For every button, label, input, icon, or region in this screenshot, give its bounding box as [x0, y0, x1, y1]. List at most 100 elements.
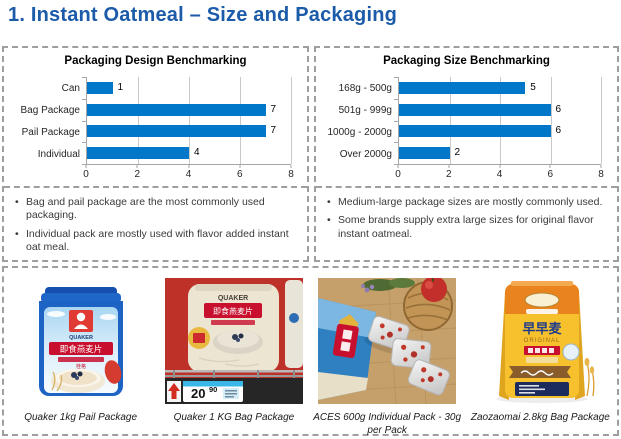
bar — [399, 103, 551, 116]
y-axis-tick — [394, 77, 398, 78]
y-axis-label: 168g - 500g — [338, 82, 392, 94]
chart-body: 168g - 500g 501g - 999g 1000g - 2000g Over … — [318, 77, 604, 181]
gridline — [240, 77, 241, 164]
x-axis-tick — [188, 165, 189, 168]
x-axis-tick — [549, 165, 551, 168]
note-item: Medium-large package sizes are mostly co… — [324, 196, 607, 210]
pail-subline-cn: 桂格 — [76, 363, 86, 370]
bar-row: 7 — [87, 99, 291, 121]
plot-column: 5 6 6 2 0 2 4 6 8 — [394, 77, 604, 181]
x-axis: 0 2 4 6 8 — [395, 165, 604, 181]
y-axis-tick — [82, 142, 86, 144]
caption-zaozaomai-bag: Zaozaomai 2.8kg Bag Package — [470, 412, 610, 423]
bar — [87, 103, 266, 116]
y-axis-tick — [394, 164, 398, 165]
bar-row: 6 — [399, 99, 601, 121]
x-axis-tick-label: 4 — [496, 169, 503, 180]
y-axis-tick — [394, 142, 398, 144]
bar-row: 4 — [87, 142, 291, 164]
y-axis-label: Over 2000g — [339, 148, 392, 160]
bar-row: 6 — [399, 121, 601, 143]
x-axis-tick — [239, 165, 241, 168]
x-axis-tick — [85, 165, 87, 168]
bar-value-label: 1 — [117, 81, 124, 93]
quaker-brand-text: QUAKER — [69, 335, 93, 341]
gridline — [500, 77, 501, 164]
y-axis-labels: Can Bag Package Pail Package Individual — [6, 77, 86, 165]
x-axis-tick-label: 2 — [134, 169, 141, 180]
panel-product-examples: QUAKER 即食燕麦片 桂格 Quaker 1kg Pail Package — [2, 266, 619, 436]
bar-row: 1 — [87, 77, 291, 99]
bar — [399, 125, 551, 138]
x-axis-tick — [397, 165, 399, 168]
note-item: Some brands supply extra large sizes for… — [324, 214, 607, 241]
chart-packaging-design: Packaging Design Benchmarking Can Bag Pac… — [4, 48, 307, 188]
y-axis-label: Pail Package — [21, 126, 80, 138]
x-axis-tick-label: 0 — [83, 169, 89, 180]
x-axis-tick-label: 6 — [547, 169, 554, 180]
x-axis-tick-label: 8 — [598, 169, 604, 180]
note-item: Individual pack are mostly used with fla… — [12, 228, 297, 255]
chart-title: Packaging Design Benchmarking — [64, 55, 247, 67]
bar — [399, 81, 526, 94]
zaozaomai-bag-image: 早早麦 ORIGINAL — [467, 277, 614, 405]
y-axis-tick — [82, 120, 86, 122]
x-axis-tick-label: 8 — [288, 169, 294, 180]
pail-label-cn: 即食燕麦片 — [59, 344, 102, 354]
y-axis-label: Can — [61, 82, 80, 94]
bar-value-label: 4 — [194, 147, 200, 159]
x-axis-tick-label: 0 — [395, 169, 401, 180]
figure-aces-packs: ACES 600g Individual Pack - 30g per Pack — [311, 268, 464, 437]
aces-packs-image — [318, 277, 457, 405]
zaozaomai-bag-illustration: 早早麦 ORIGINAL — [467, 278, 614, 404]
bar-row: 5 — [399, 77, 601, 99]
panel-packaging-size: Packaging Size Benchmarking 168g - 500g 5… — [314, 46, 619, 262]
bar — [87, 81, 113, 94]
y-axis-labels: 168g - 500g 501g - 999g 1000g - 2000g Over … — [318, 77, 398, 165]
bag-label-cn: 即食燕麦片 — [213, 306, 253, 316]
gridline — [189, 77, 190, 164]
x-axis-tick — [600, 165, 602, 168]
y-axis-label: Individual — [37, 148, 80, 160]
x-axis-tick-label: 2 — [445, 169, 452, 180]
caption-quaker-pail: Quaker 1kg Pail Package — [24, 412, 138, 423]
x-axis-tick — [290, 165, 292, 168]
bar-row: 7 — [87, 121, 291, 143]
zaozaomai-original-text: ORIGINAL — [524, 338, 561, 344]
bar-value-label: 7 — [270, 103, 277, 115]
notes-left: Bag and pail package are the most common… — [4, 188, 307, 255]
figure-quaker-bag: QUAKER 即食燕麦片 — [157, 268, 310, 425]
gridline — [601, 77, 602, 164]
caption-quaker-bag: Quaker 1 KG Bag Package — [173, 412, 295, 423]
gridline — [138, 77, 139, 164]
y-axis-tick — [394, 120, 398, 122]
quaker-pail-image: QUAKER 即食燕麦片 桂格 — [11, 277, 150, 405]
aces-packs-illustration — [318, 278, 457, 404]
bag-brand-text: QUAKER — [218, 295, 248, 302]
bar-value-label: 2 — [454, 147, 461, 159]
bar-value-label: 6 — [555, 125, 562, 137]
notes-right: Medium-large package sizes are mostly co… — [316, 188, 617, 241]
quaker-bag-illustration: QUAKER 即食燕麦片 — [164, 278, 303, 404]
gridline — [449, 77, 451, 164]
plot-area: 5 6 6 2 — [394, 77, 602, 165]
bar — [87, 125, 266, 138]
gridline — [291, 77, 292, 164]
bar — [399, 147, 450, 160]
x-axis-tick-label: 6 — [236, 169, 243, 180]
caption-aces-packs: ACES 600g Individual Pack - 30g per Pack — [313, 412, 462, 436]
price-sup: 90 — [209, 385, 217, 394]
y-axis-tick — [82, 164, 86, 165]
panel-packaging-design: Packaging Design Benchmarking Can Bag Pac… — [2, 46, 309, 262]
y-axis-tick — [394, 98, 398, 100]
x-axis-tick — [448, 165, 450, 168]
chart-packaging-size: Packaging Size Benchmarking 168g - 500g 5… — [316, 48, 617, 188]
y-axis-label: 1000g - 2000g — [327, 126, 392, 138]
bar-row: 2 — [399, 142, 601, 164]
quaker-bag-image: QUAKER 即食燕麦片 — [164, 277, 303, 405]
y-axis-tick — [82, 98, 86, 100]
chart-title: Packaging Size Benchmarking — [383, 55, 550, 67]
